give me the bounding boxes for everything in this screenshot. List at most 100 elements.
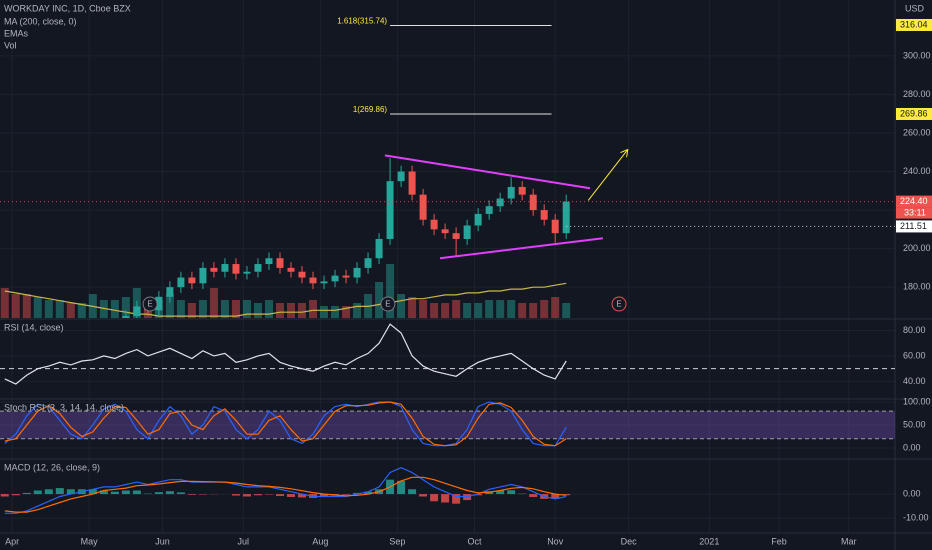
- volume-bar: [275, 303, 284, 318]
- macd-histogram: [121, 490, 130, 495]
- axes: Apr May Jun Jul Aug Sep Oct Nov Dec 2021 Feb Mar 180…: [5, 18, 932, 546]
- volume-bar: [44, 300, 53, 318]
- volume-bar: [397, 294, 406, 318]
- countdown: 33:11: [904, 207, 926, 217]
- candle-body: [243, 271, 251, 274]
- price-label-box: [896, 220, 932, 233]
- x-tick-label: Apr: [5, 536, 19, 546]
- candle-body: [287, 267, 295, 272]
- stoch-pane: [0, 401, 895, 447]
- indicator-label: EMAs: [4, 28, 29, 38]
- x-tick-label: Sep: [389, 536, 405, 546]
- macd-histogram: [419, 494, 428, 497]
- currency: USD: [905, 3, 925, 13]
- y-tick-label: 50.00: [903, 419, 926, 429]
- earnings-label: E: [147, 300, 152, 309]
- macd-histogram: [22, 492, 31, 495]
- macd-histogram: [342, 494, 351, 495]
- candle-body: [155, 296, 163, 311]
- macd-histogram: [507, 490, 516, 495]
- price-label: 316.04: [900, 19, 928, 29]
- x-tick-label: Feb: [771, 536, 787, 546]
- candle-body: [276, 258, 284, 268]
- volume-bar: [121, 297, 130, 318]
- earnings-marker: [142, 296, 158, 312]
- projection-arrow: [587, 150, 627, 201]
- macd-histogram: [44, 489, 53, 495]
- volume-bar: [66, 303, 75, 318]
- volume-bar: [408, 297, 417, 318]
- macd-histogram: [298, 494, 307, 498]
- x-tick-label: 2021: [699, 536, 719, 546]
- volume-bar: [298, 303, 307, 318]
- volume-bar: [0, 288, 9, 318]
- macd-histogram: [110, 491, 119, 495]
- volume-bar: [529, 303, 538, 318]
- y-tick-label: 0.00: [903, 442, 921, 452]
- volume-bar: [77, 303, 86, 318]
- volume-bar: [562, 303, 571, 318]
- rsi-line: [4, 323, 567, 385]
- volume-bar: [176, 300, 185, 318]
- volume-bar: [419, 300, 428, 318]
- candle-body: [199, 267, 207, 284]
- macd-histogram: [66, 489, 75, 495]
- x-tick-label: Oct: [467, 536, 482, 546]
- macd-line: [4, 476, 567, 513]
- y-tick-label: 200.00: [903, 243, 931, 253]
- macd-histogram: [408, 489, 417, 495]
- candle-body: [485, 206, 493, 214]
- volume-bar: [286, 303, 295, 318]
- candle-body: [474, 213, 482, 226]
- price-label-box: [896, 18, 932, 31]
- volume-bar: [231, 300, 240, 318]
- macd-histogram: [529, 494, 538, 497]
- macd-histogram: [231, 494, 240, 496]
- candle-body: [441, 229, 449, 234]
- candle-body: [210, 267, 218, 272]
- price-label: 269.86: [900, 108, 928, 118]
- volume-bar: [220, 300, 229, 318]
- macd-line: [4, 467, 567, 514]
- candle-body: [353, 267, 361, 278]
- macd-histogram: [165, 491, 174, 495]
- price-label-box: [896, 107, 932, 120]
- volume-bar: [375, 282, 384, 318]
- x-tick-label: May: [81, 536, 99, 546]
- candle-body: [298, 271, 306, 278]
- volume-bar: [551, 297, 560, 318]
- volume-bar: [11, 294, 20, 318]
- macd-histogram: [562, 494, 571, 496]
- candle-body: [397, 171, 405, 182]
- earnings-marker: [611, 296, 627, 312]
- volume-bar: [353, 303, 362, 318]
- candle-body: [507, 186, 515, 199]
- macd-histogram: [551, 494, 560, 499]
- macd-histogram: [275, 494, 284, 496]
- volume-bar: [540, 300, 549, 318]
- candle-body: [419, 194, 427, 220]
- volume-bar: [165, 294, 174, 318]
- candle-body: [177, 277, 185, 288]
- volume-bar: [110, 300, 119, 318]
- candle-body: [496, 198, 504, 207]
- volume-bar: [55, 300, 64, 318]
- volume-bar: [33, 297, 42, 318]
- volume-bar: [331, 306, 340, 318]
- volume-bar: [507, 300, 516, 318]
- macd-histogram: [11, 494, 20, 496]
- candle-body: [463, 225, 471, 239]
- y-tick-label: 300.00: [903, 50, 931, 60]
- ma-line: [4, 282, 567, 317]
- macd-histogram: [132, 490, 141, 495]
- macd-histogram: [33, 490, 42, 495]
- pane-title: MACD (12, 26, close, 9): [4, 462, 100, 472]
- volume-bar: [496, 300, 505, 318]
- indicator-line: [4, 401, 567, 447]
- candle-body: [232, 264, 240, 274]
- volume-bar: [386, 264, 395, 318]
- macd-histogram: [452, 494, 461, 504]
- candle-body: [408, 171, 416, 195]
- volume-bar: [441, 303, 450, 318]
- x-tick-label: Nov: [547, 536, 564, 546]
